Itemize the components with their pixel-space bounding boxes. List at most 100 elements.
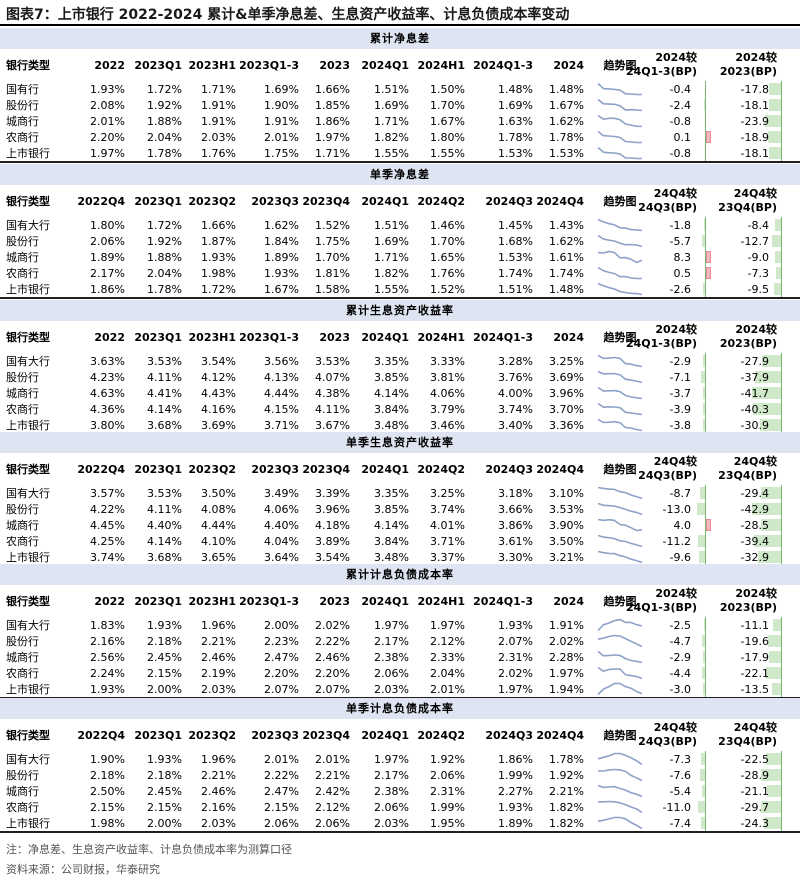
table-cell: 1.53% bbox=[498, 250, 533, 264]
table-cell: 3.84% bbox=[374, 402, 409, 416]
table-header-row: 银行类型 2022 2023Q1 2023H1 2023Q1-3 2023 2024Q1 20… bbox=[0, 49, 800, 81]
table-cell: 4.11% bbox=[147, 502, 182, 516]
bar-axis-line bbox=[705, 281, 706, 297]
table-cell: 1.70% bbox=[430, 234, 465, 248]
row-label-bank-type: 股份行 bbox=[6, 371, 39, 384]
sparkline-chart bbox=[597, 666, 643, 680]
table-row: 城商行 2.56% 2.45% 2.46% 2.47% 2.46% 2.38% 2.33% 2.… bbox=[0, 649, 800, 665]
data-bar-cell: -17.9 bbox=[0, 649, 800, 665]
table-row: 股份行 4.23% 4.11% 4.12% 4.13% 4.07% 3.85% 3.81% 3.… bbox=[0, 369, 800, 385]
table-row: 国有大行 3.57% 3.53% 3.50% 3.49% 3.39% 3.35% 3.25% 3… bbox=[0, 485, 800, 501]
sparkline bbox=[597, 783, 643, 799]
change-value: -0.4 bbox=[669, 82, 691, 96]
table-cell: 3.50% bbox=[201, 486, 236, 500]
header-line: 2023(BP) bbox=[719, 601, 777, 614]
bar-axis-line bbox=[781, 417, 782, 433]
sparkline-chart bbox=[597, 234, 643, 248]
table-cell: 1.96% bbox=[201, 752, 236, 766]
sparkline-series bbox=[597, 218, 643, 232]
data-bar bbox=[700, 817, 705, 829]
bar-axis-line bbox=[781, 617, 782, 633]
sparkline-chart bbox=[597, 266, 642, 280]
table-cell: 3.48% bbox=[374, 550, 409, 564]
bar-axis-line bbox=[705, 549, 706, 565]
table-cell: 4.23% bbox=[90, 370, 125, 384]
column-header-change: 24Q4较 24Q3(BP) bbox=[638, 453, 697, 485]
row-label-bank-type: 国有大行 bbox=[6, 487, 50, 500]
bar-axis-line bbox=[781, 81, 782, 97]
change-value: -4.7 bbox=[669, 634, 691, 648]
table-cell: 1.66% bbox=[315, 82, 350, 96]
table-cell: 2.46% bbox=[315, 650, 350, 664]
table-cell: 3.69% bbox=[201, 418, 236, 432]
table-cell: 1.75% bbox=[264, 146, 299, 160]
data-bar-cell: 4.0 bbox=[0, 517, 800, 533]
table-cell: 1.93% bbox=[90, 682, 125, 696]
table-cell: 1.84% bbox=[264, 234, 299, 248]
table-cell: 1.91% bbox=[264, 114, 299, 128]
change-value: -40.3 bbox=[740, 402, 769, 416]
table-cell: 1.91% bbox=[201, 114, 236, 128]
data-bar bbox=[765, 753, 781, 765]
bar-axis-line bbox=[705, 97, 706, 113]
table-cell: 1.97% bbox=[430, 618, 465, 632]
row-label-bank-type: 国有大行 bbox=[6, 355, 50, 368]
table-cell: 1.75% bbox=[315, 234, 350, 248]
row-label-bank-type: 股份行 bbox=[6, 635, 39, 648]
column-header: 2022 bbox=[94, 58, 125, 72]
column-header-change: 24Q4较 23Q4(BP) bbox=[718, 453, 777, 485]
data-bar-cell: -9.6 bbox=[0, 549, 800, 565]
column-header: 2024Q1 bbox=[361, 194, 409, 208]
sparkline-series bbox=[597, 650, 643, 664]
data-bar-cell: -28.5 bbox=[0, 517, 800, 533]
table-cell: 2.15% bbox=[147, 666, 182, 680]
bar-axis-line bbox=[705, 767, 706, 783]
sparkline-series bbox=[597, 386, 643, 400]
table-cell: 3.36% bbox=[549, 418, 584, 432]
table-row: 城商行 1.89% 1.88% 1.93% 1.89% 1.70% 1.71% 1.65% 1.… bbox=[0, 249, 800, 265]
table-cell: 1.62% bbox=[264, 218, 299, 232]
table-cell: 2.47% bbox=[264, 650, 299, 664]
bar-axis-line bbox=[781, 533, 782, 549]
table-cell: 2.47% bbox=[264, 784, 299, 798]
row-label-bank-type: 国有大行 bbox=[6, 219, 50, 232]
sparkline bbox=[597, 665, 643, 681]
table-cell: 1.72% bbox=[147, 218, 182, 232]
column-header: 2023Q2 bbox=[188, 462, 236, 476]
source-note: 资料来源：公司财报，华泰研究 bbox=[6, 863, 160, 876]
sparkline-series bbox=[597, 816, 643, 830]
header-line: 24Q1-3(BP) bbox=[625, 65, 697, 78]
data-bar bbox=[773, 619, 781, 631]
column-header: 2022Q4 bbox=[77, 728, 125, 742]
bar-axis-line bbox=[781, 145, 782, 161]
column-header-trend: 趋势图 bbox=[603, 463, 637, 476]
column-header: 2024Q1 bbox=[361, 330, 409, 344]
column-header: 2023Q4 bbox=[302, 194, 350, 208]
data-bar bbox=[702, 419, 705, 431]
column-header-change: 2024较 24Q1-3(BP) bbox=[626, 585, 697, 617]
table-cell: 1.97% bbox=[498, 682, 533, 696]
table-cell: 2.50% bbox=[90, 784, 125, 798]
sparkline bbox=[597, 617, 643, 633]
data-bar-cell: -2.9 bbox=[0, 649, 800, 665]
data-bar bbox=[771, 683, 781, 695]
bar-axis-line bbox=[705, 217, 706, 233]
data-bar-cell: -7.3 bbox=[0, 265, 800, 281]
table-cell: 1.92% bbox=[430, 752, 465, 766]
change-value: -17.8 bbox=[740, 82, 769, 96]
table-cell: 2.27% bbox=[498, 784, 533, 798]
table-row: 上市银行 3.80% 3.68% 3.69% 3.71% 3.67% 3.48% 3.46% 3… bbox=[0, 417, 800, 433]
row-label-bank-type: 城商行 bbox=[6, 519, 39, 532]
row-label-bank-type: 国有行 bbox=[6, 83, 39, 96]
sparkline-chart bbox=[597, 146, 642, 160]
sparkline bbox=[597, 633, 643, 649]
column-header: 2023Q2 bbox=[188, 728, 236, 742]
change-value: -23.9 bbox=[740, 114, 769, 128]
row-label-bank-type: 国有大行 bbox=[6, 619, 50, 632]
sparkline-series bbox=[597, 486, 643, 500]
table-cell: 2.19% bbox=[201, 666, 236, 680]
table-cell: 2.31% bbox=[498, 650, 533, 664]
table-cell: 1.89% bbox=[264, 250, 299, 264]
table-cell: 4.08% bbox=[201, 502, 236, 516]
data-bar-cell: -13.5 bbox=[0, 681, 800, 697]
